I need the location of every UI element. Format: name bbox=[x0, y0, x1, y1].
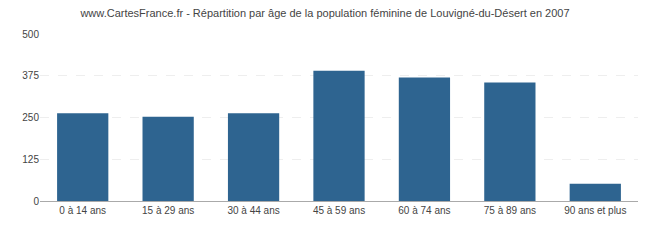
svg-text:15 à 29 ans: 15 à 29 ans bbox=[142, 205, 194, 216]
svg-text:30 à 44 ans: 30 à 44 ans bbox=[227, 205, 279, 216]
svg-text:125: 125 bbox=[22, 154, 39, 165]
svg-text:250: 250 bbox=[22, 112, 39, 123]
svg-text:375: 375 bbox=[22, 70, 39, 81]
svg-text:www.CartesFrance.fr - Répartit: www.CartesFrance.fr - Répartition par âg… bbox=[79, 7, 569, 19]
svg-text:75 à 89 ans: 75 à 89 ans bbox=[484, 205, 536, 216]
svg-text:500: 500 bbox=[22, 29, 39, 40]
svg-text:60 à 74 ans: 60 à 74 ans bbox=[398, 205, 450, 216]
svg-text:45 à 59 ans: 45 à 59 ans bbox=[313, 205, 365, 216]
svg-text:0: 0 bbox=[33, 196, 39, 207]
svg-text:0 à 14 ans: 0 à 14 ans bbox=[59, 205, 106, 216]
svg-text:90 ans et plus: 90 ans et plus bbox=[564, 205, 626, 216]
